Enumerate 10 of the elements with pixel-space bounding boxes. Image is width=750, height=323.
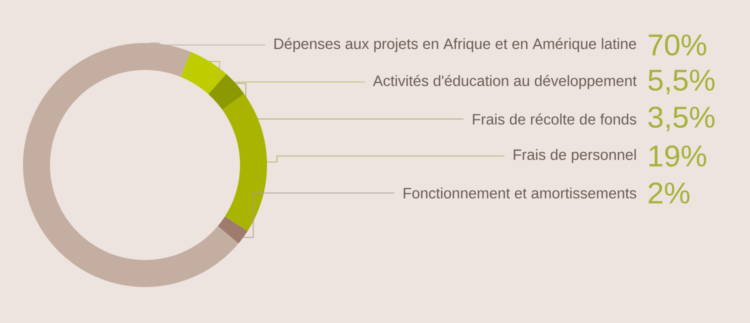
data-label: 5,5% [648, 70, 715, 94]
data-label: 19% [649, 145, 706, 167]
slice-label: Activités d'éducation au développement [372, 74, 637, 90]
slice-label: Fonctionnement et amortissements [404, 187, 636, 198]
data-label: 70% [648, 34, 706, 56]
slice-label: Dépenses aux projets en Afrique et en Amérique latine [274, 38, 636, 52]
slice-label: Frais de personnel [514, 149, 636, 163]
slice-label: Frais de récolte de fonds [472, 113, 636, 125]
data-label: 3,5% [648, 106, 715, 132]
data-label: 2% [648, 182, 690, 204]
